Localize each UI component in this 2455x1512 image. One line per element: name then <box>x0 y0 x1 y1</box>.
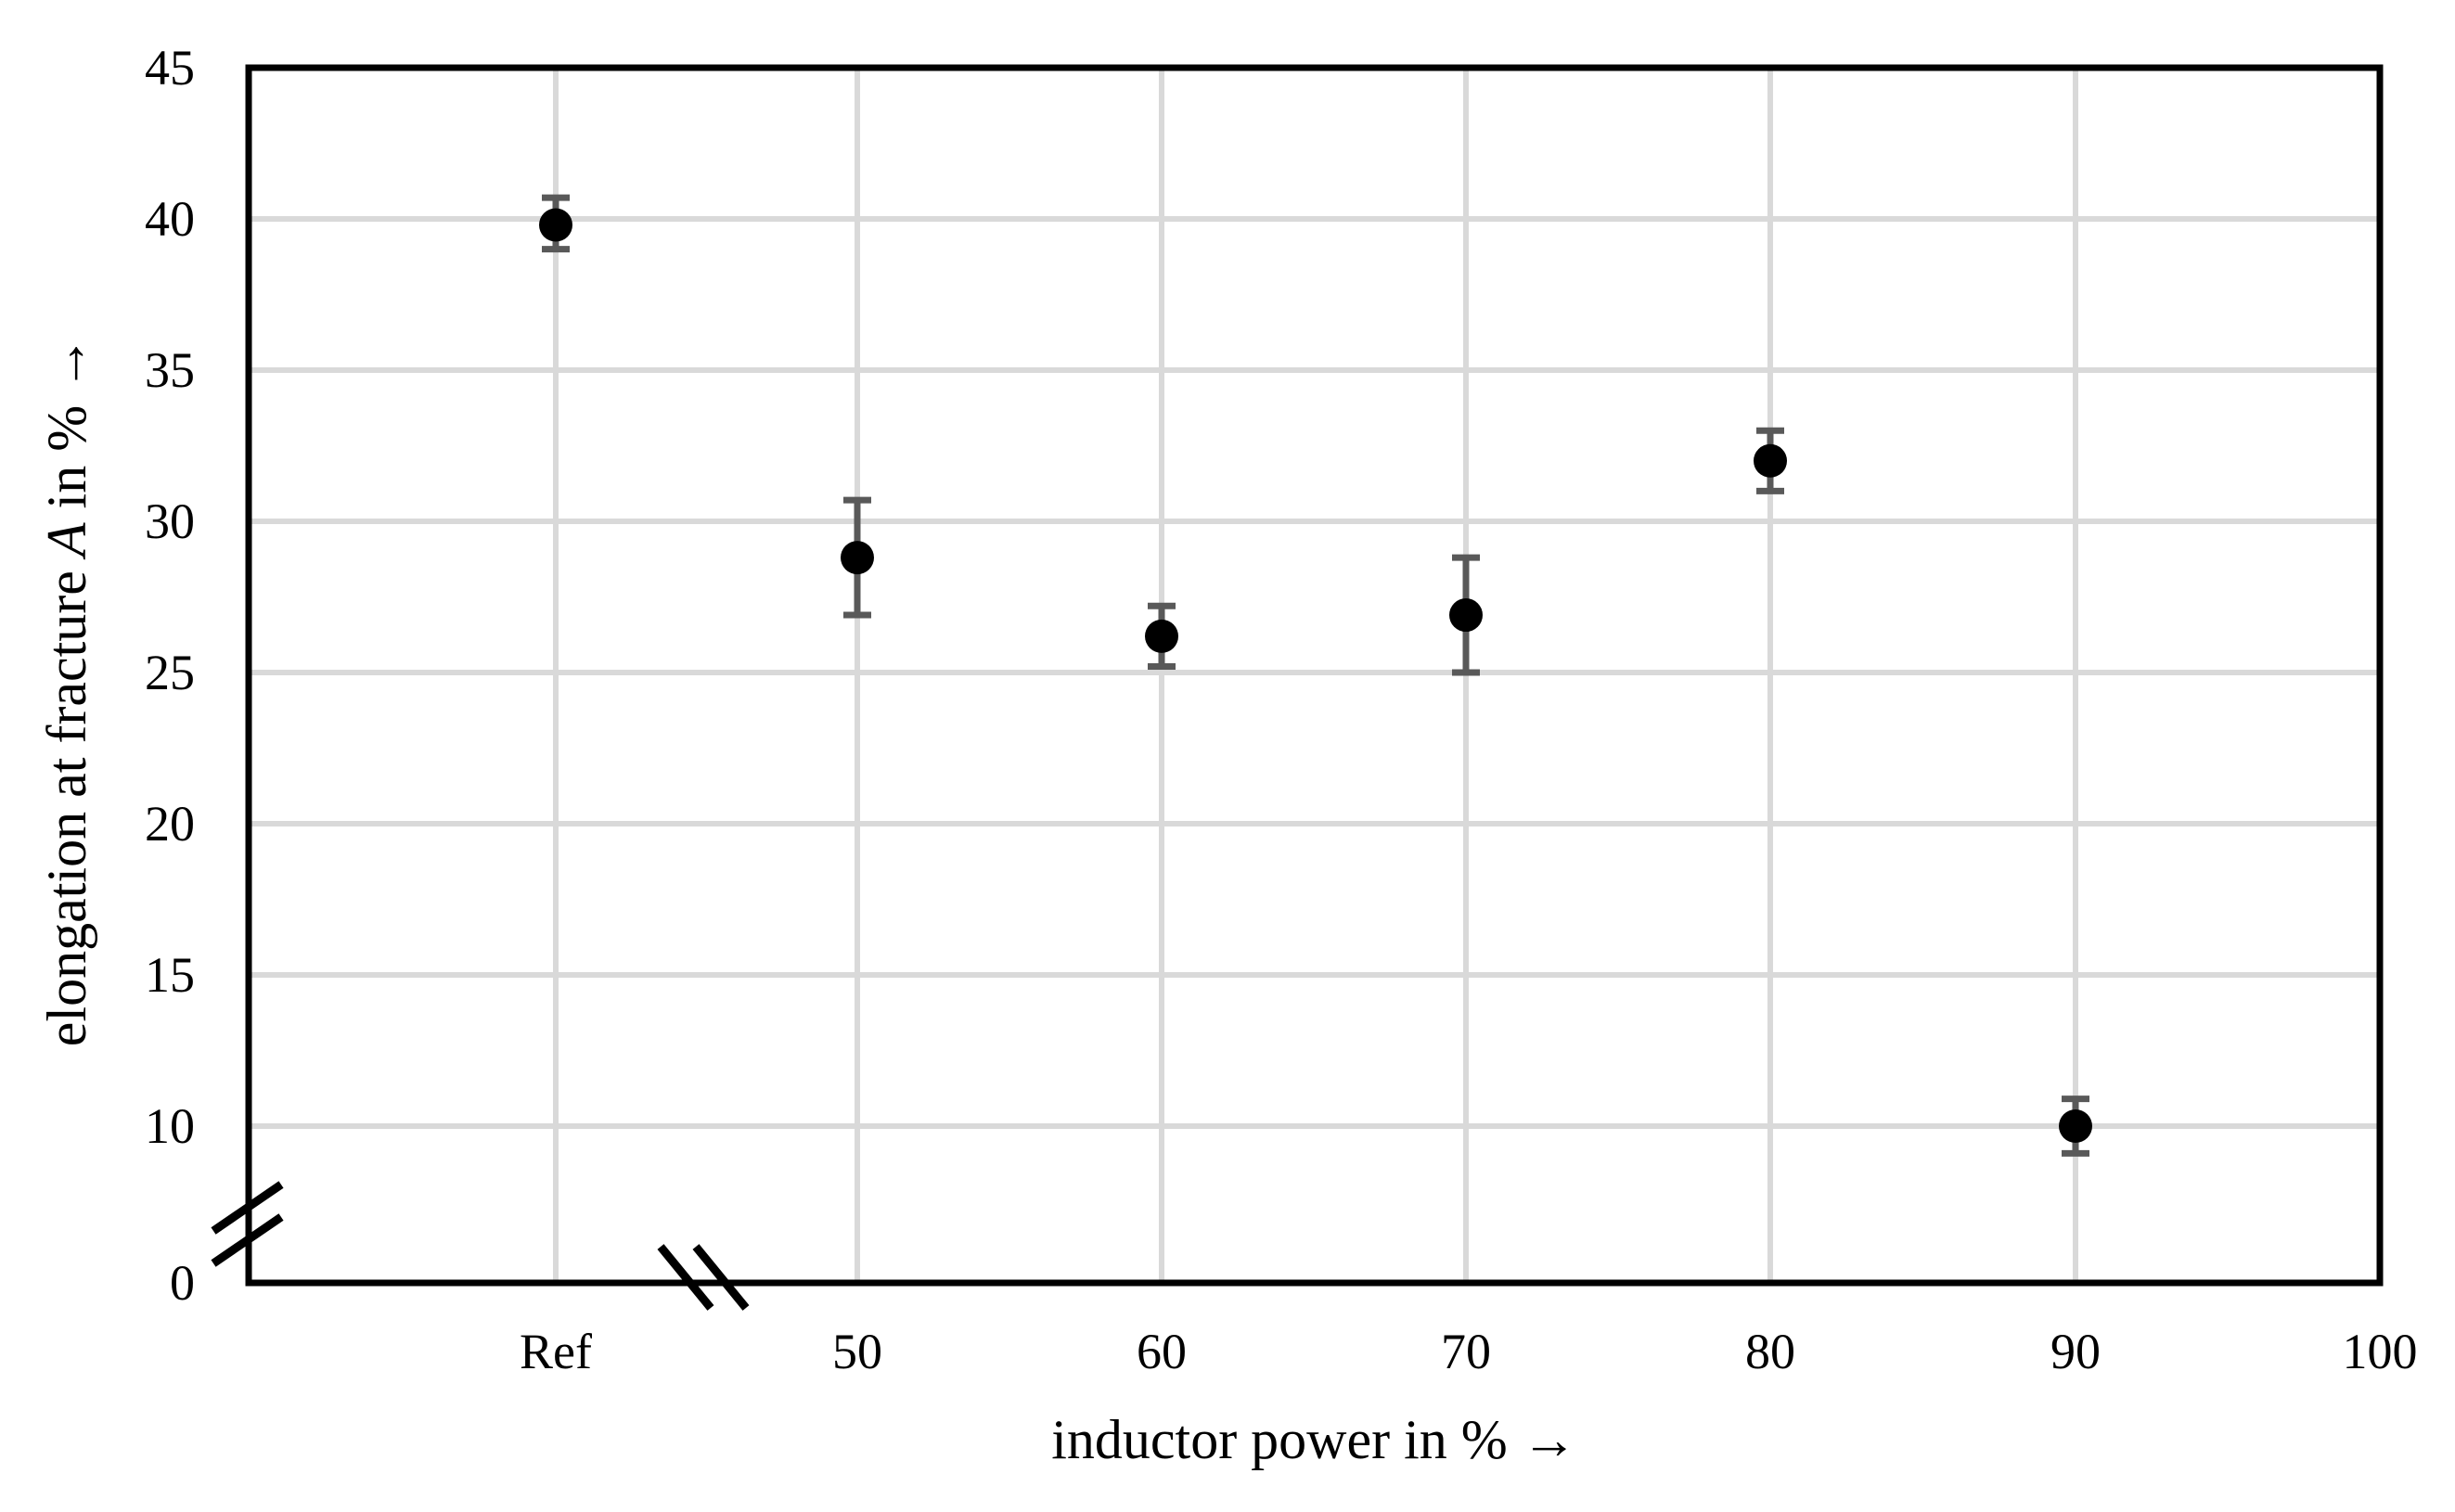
x-axis-title-text: inductor power in % → <box>1051 1409 1577 1470</box>
x-tick-label: 100 <box>2343 1324 2418 1379</box>
x-axis-title: inductor power in % → <box>249 1406 2380 1473</box>
data-point-marker <box>1754 443 1787 478</box>
y-tick-label: 10 <box>145 1098 195 1154</box>
y-axis-title-prefix: elongation at fracture <box>36 557 97 1047</box>
data-point-marker <box>539 208 572 242</box>
x-tick-label: 70 <box>1441 1324 1491 1379</box>
x-tick-label: Ref <box>520 1324 592 1379</box>
data-point-marker <box>1449 598 1483 633</box>
data-point-marker <box>2059 1109 2092 1143</box>
data-point-marker <box>1145 619 1178 653</box>
y-tick-label: 15 <box>145 947 195 1003</box>
y-tick-label: 25 <box>145 645 195 700</box>
data-point-marker <box>841 541 874 575</box>
y-tick-label: 45 <box>145 40 195 96</box>
y-axis-break-mark <box>211 1181 284 1235</box>
x-tick-label: 60 <box>1137 1324 1187 1379</box>
y-tick-label: 40 <box>145 191 195 247</box>
x-axis-break-mark <box>657 1244 714 1311</box>
x-tick-label: 50 <box>832 1324 882 1379</box>
y-axis-title-suffix: in % → <box>36 335 97 523</box>
x-tick-label: 90 <box>2050 1324 2101 1379</box>
y-axis-title-symbol: A <box>36 522 97 557</box>
y-axis-title: elongation at fracture A in % → <box>33 42 100 1340</box>
y-axis-break-mark <box>211 1213 284 1267</box>
plot-frame <box>245 64 2384 1287</box>
y-tick-label: 20 <box>145 796 195 852</box>
x-tick-label: 80 <box>1745 1324 1795 1379</box>
y-tick-label: 35 <box>145 342 195 398</box>
x-axis-break-mark <box>692 1244 750 1311</box>
y-tick-label: 0 <box>170 1255 195 1311</box>
y-tick-label: 30 <box>145 493 195 549</box>
